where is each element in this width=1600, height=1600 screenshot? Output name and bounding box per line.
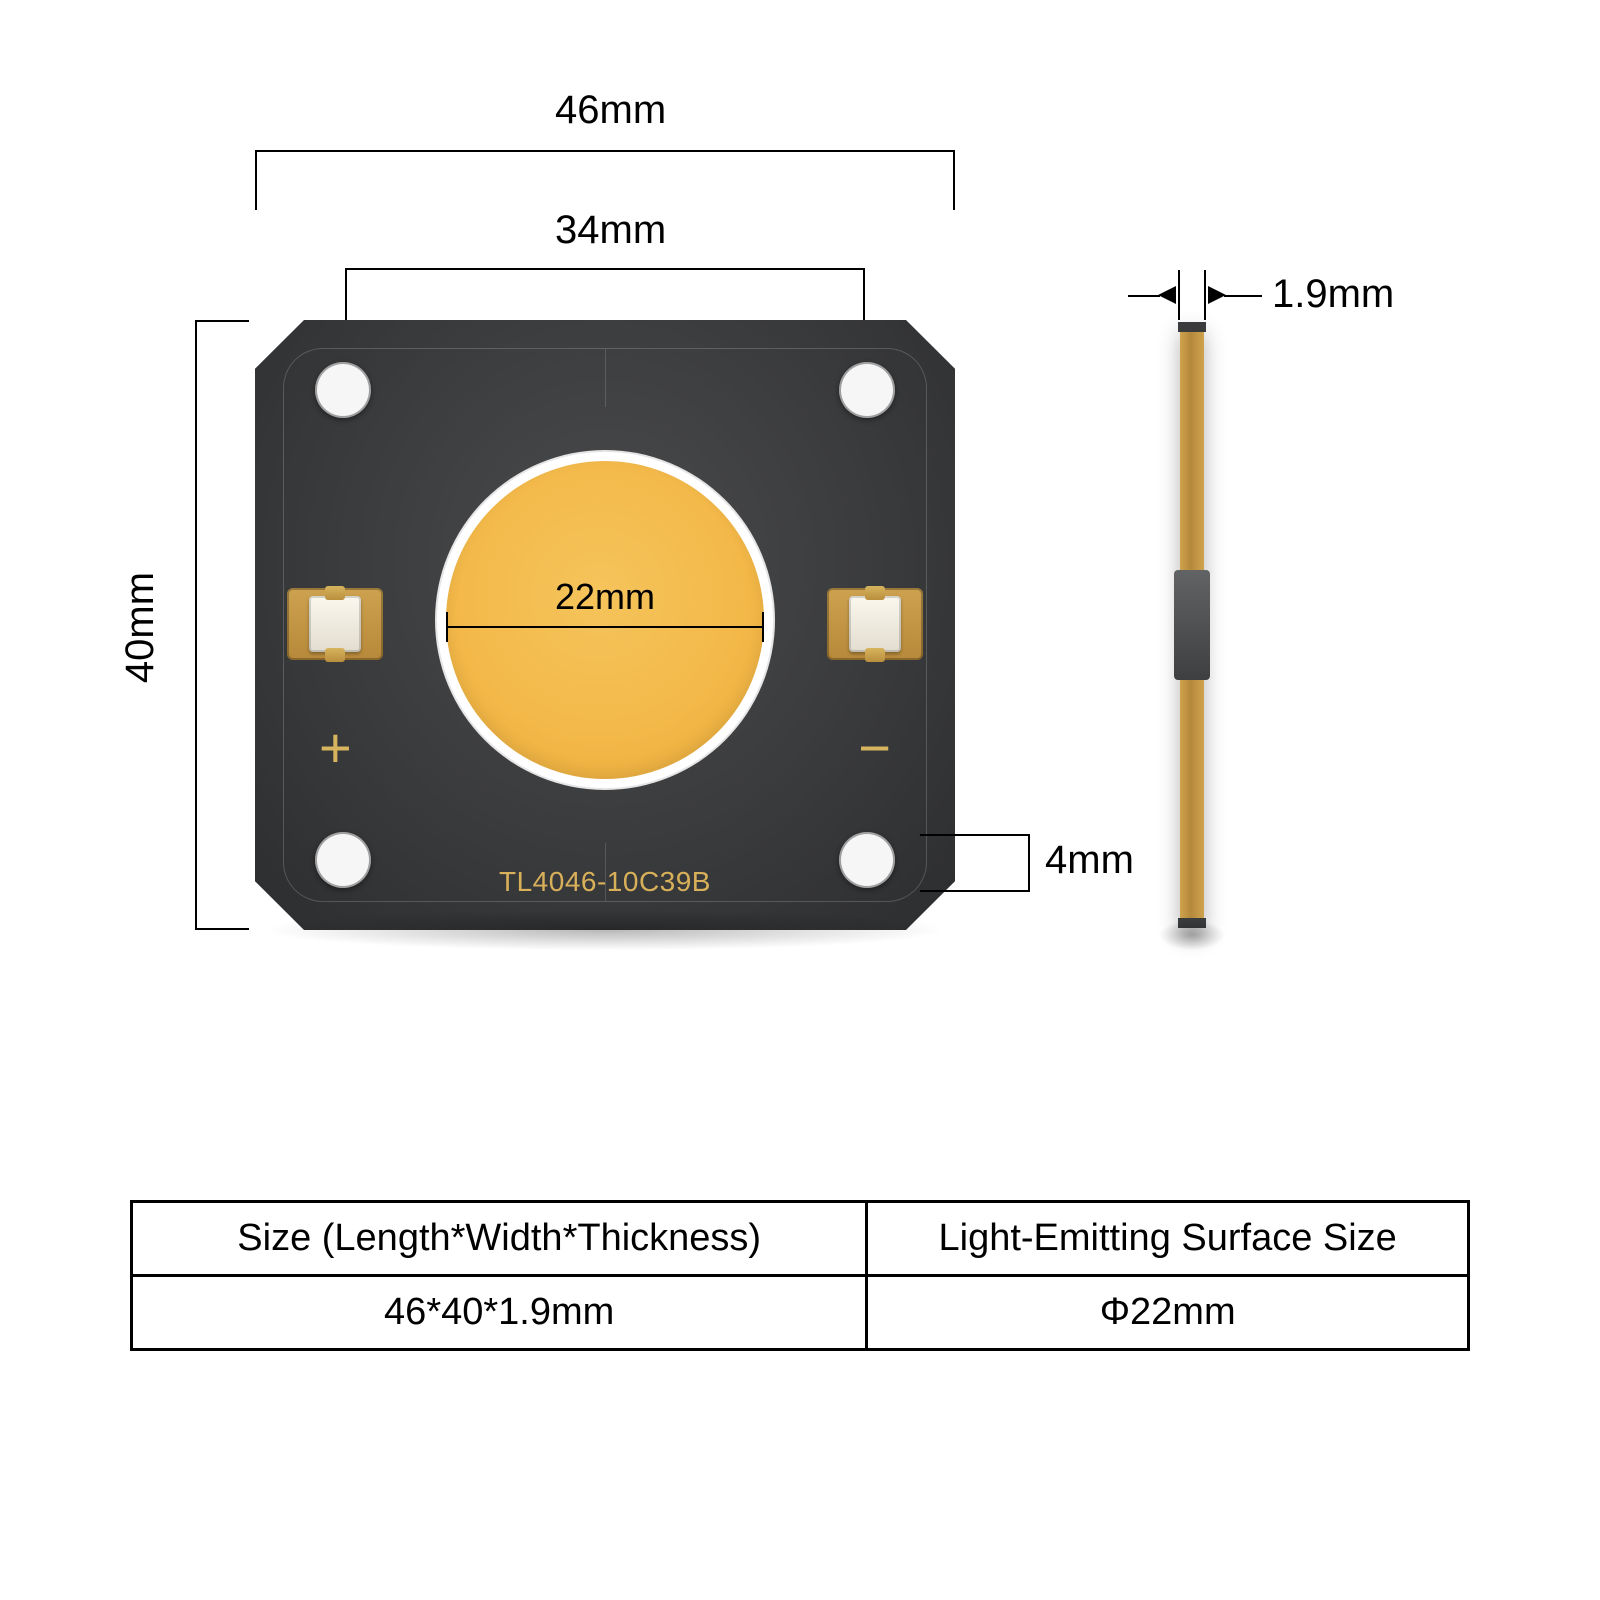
- thk-lead-right: [1224, 295, 1262, 297]
- bracket-46-left: [255, 150, 257, 210]
- led-chip-body: + − TL4046-10C39B 22mm: [255, 320, 955, 930]
- solder-pad-positive: [287, 588, 383, 660]
- mounting-hole-br: [839, 832, 895, 888]
- bracket-46-bar: [255, 150, 955, 152]
- bracket-46-right: [953, 150, 955, 210]
- mounting-hole-bl: [315, 832, 371, 888]
- diagram-canvas: 46mm 34mm 40mm + − TL4046-10C39B: [0, 0, 1600, 1600]
- thk-guide-r: [1204, 270, 1206, 320]
- bracket-34-bar: [345, 268, 865, 270]
- chip-shadow: [270, 910, 940, 950]
- bracket-4-bot: [920, 890, 1030, 892]
- bracket-40-top: [195, 320, 249, 322]
- thk-arrow-left: [1158, 286, 1176, 304]
- side-edge-top: [1178, 322, 1206, 332]
- chip-model-number: TL4046-10C39B: [499, 866, 711, 898]
- mounting-hole-tl: [315, 362, 371, 418]
- dim-hole-4: 4mm: [1045, 838, 1134, 883]
- dim-height-40: 40mm: [118, 572, 163, 683]
- bracket-4-bar: [1028, 834, 1030, 892]
- disc-dim-tick-l: [446, 612, 448, 642]
- polarity-plus: +: [319, 720, 352, 776]
- spec-value-les: Φ22mm: [867, 1276, 1469, 1350]
- table-row: Size (Length*Width*Thickness) Light-Emit…: [132, 1202, 1469, 1276]
- pad-chip-icon: [309, 596, 361, 652]
- spec-table: Size (Length*Width*Thickness) Light-Emit…: [130, 1200, 1470, 1351]
- table-row: 46*40*1.9mm Φ22mm: [132, 1276, 1469, 1350]
- thk-guide-l: [1178, 270, 1180, 320]
- dim-thickness-1p9: 1.9mm: [1272, 272, 1394, 317]
- dim-disc-22: 22mm: [555, 576, 655, 618]
- thk-lead-left: [1128, 295, 1160, 297]
- spec-header-size: Size (Length*Width*Thickness): [132, 1202, 867, 1276]
- disc-dim-tick-r: [762, 612, 764, 642]
- dim-width-46: 46mm: [555, 88, 666, 133]
- dim-hole-pitch-34: 34mm: [555, 208, 666, 253]
- led-emitting-surface: [446, 461, 764, 779]
- disc-dim-line: [446, 626, 764, 628]
- bracket-40-bar: [195, 320, 197, 930]
- mounting-hole-tr: [839, 362, 895, 418]
- side-lens-bulge: [1174, 570, 1210, 680]
- side-shadow: [1160, 920, 1224, 950]
- pad-chip-icon: [849, 596, 901, 652]
- spec-value-size: 46*40*1.9mm: [132, 1276, 867, 1350]
- bracket-4-top: [920, 834, 1030, 836]
- solder-pad-negative: [827, 588, 923, 660]
- polarity-minus: −: [858, 720, 891, 776]
- side-profile: [1180, 322, 1204, 928]
- spec-header-les: Light-Emitting Surface Size: [867, 1202, 1469, 1276]
- bracket-40-bot: [195, 928, 249, 930]
